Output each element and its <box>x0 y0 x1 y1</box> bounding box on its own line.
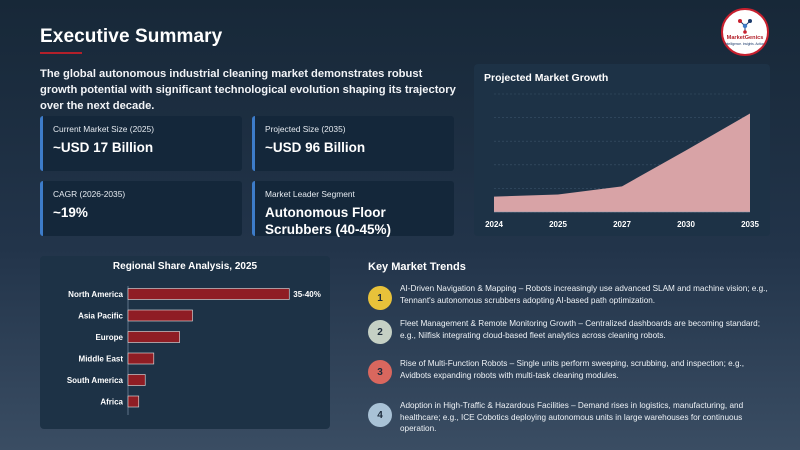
category-label: North America <box>68 290 123 299</box>
card-projected-size: Projected Size (2035) ~USD 96 Billion <box>252 116 454 171</box>
trend-text: Rise of Multi-Function Robots – Single u… <box>400 359 745 380</box>
bar-middle-east <box>127 352 155 365</box>
card-label: CAGR (2026-2035) <box>53 189 126 199</box>
card-label: Current Market Size (2025) <box>53 124 155 134</box>
trend-text: Adoption in High-Traffic & Hazardous Fac… <box>400 401 744 433</box>
regional-bar-chart: North America 35-40% Asia Pacific Europe Mid… <box>67 286 321 415</box>
x-tick-label: 2027 <box>613 220 631 229</box>
trend-text: Fleet Management & Remote Monitoring Gro… <box>400 319 760 340</box>
card-label: Market Leader Segment <box>265 189 355 199</box>
card-value: ~19% <box>53 205 88 220</box>
regional-share-panel: Regional Share Analysis, 2025 North Amer… <box>40 256 330 429</box>
growth-chart-title: Projected Market Growth <box>484 72 609 84</box>
trend-text: AI-Driven Navigation & Mapping – Robots … <box>400 284 768 305</box>
x-tick-label: 2024 <box>485 220 503 229</box>
card-current-market-size: Current Market Size (2025) ~USD 17 Billi… <box>40 116 242 171</box>
category-label: Asia Pacific <box>78 312 123 321</box>
card-label: Projected Size (2035) <box>265 124 346 134</box>
data-label: 35-40% <box>293 290 321 299</box>
category-label: Africa <box>100 398 123 407</box>
logo-name: MarketGenics <box>726 35 764 41</box>
card-value: ~USD 96 Billion <box>265 140 366 155</box>
category-label: South America <box>67 376 124 385</box>
growth-area-chart: 2024 2025 2027 2030 2035 <box>485 93 759 229</box>
category-label: Europe <box>95 333 123 342</box>
trends-title: Key Market Trends <box>368 261 466 273</box>
trend-number-badge: 2 <box>368 320 392 344</box>
network-nodes-icon <box>738 19 752 34</box>
growth-chart-panel: Projected Market Growth 2024 2025 2027 2030… <box>474 64 770 236</box>
bar-europe <box>127 331 180 343</box>
trend-number-badge: 3 <box>368 360 392 384</box>
title-underline <box>40 52 82 54</box>
card-cagr: CAGR (2026-2035) ~19% <box>40 181 242 236</box>
intro-text: The global autonomous industrial cleanin… <box>40 68 456 112</box>
card-value: Autonomous Floor Scrubbers (40-45%) <box>265 205 392 237</box>
bar-africa <box>127 395 140 408</box>
page-title: Executive Summary <box>40 26 223 47</box>
category-label: Middle East <box>79 355 124 364</box>
logo-tagline: Intelligence. Insights. Action. <box>724 42 766 46</box>
bar-asia-pacific <box>127 309 193 322</box>
x-tick-label: 2035 <box>741 220 759 229</box>
x-tick-label: 2025 <box>549 220 567 229</box>
card-market-leader-segment: Market Leader Segment Autonomous Floor S… <box>252 181 454 237</box>
logo: MarketGenics Intelligence. Insights. Act… <box>721 8 769 56</box>
trend-number-badge: 4 <box>368 403 392 427</box>
bar-north-america <box>127 288 290 300</box>
growth-area <box>494 113 750 212</box>
trend-number-badge: 1 <box>368 286 392 310</box>
bar-south-america <box>127 374 146 386</box>
x-tick-label: 2030 <box>677 220 695 229</box>
card-value: ~USD 17 Billion <box>53 140 154 155</box>
regional-chart-title: Regional Share Analysis, 2025 <box>112 261 258 272</box>
